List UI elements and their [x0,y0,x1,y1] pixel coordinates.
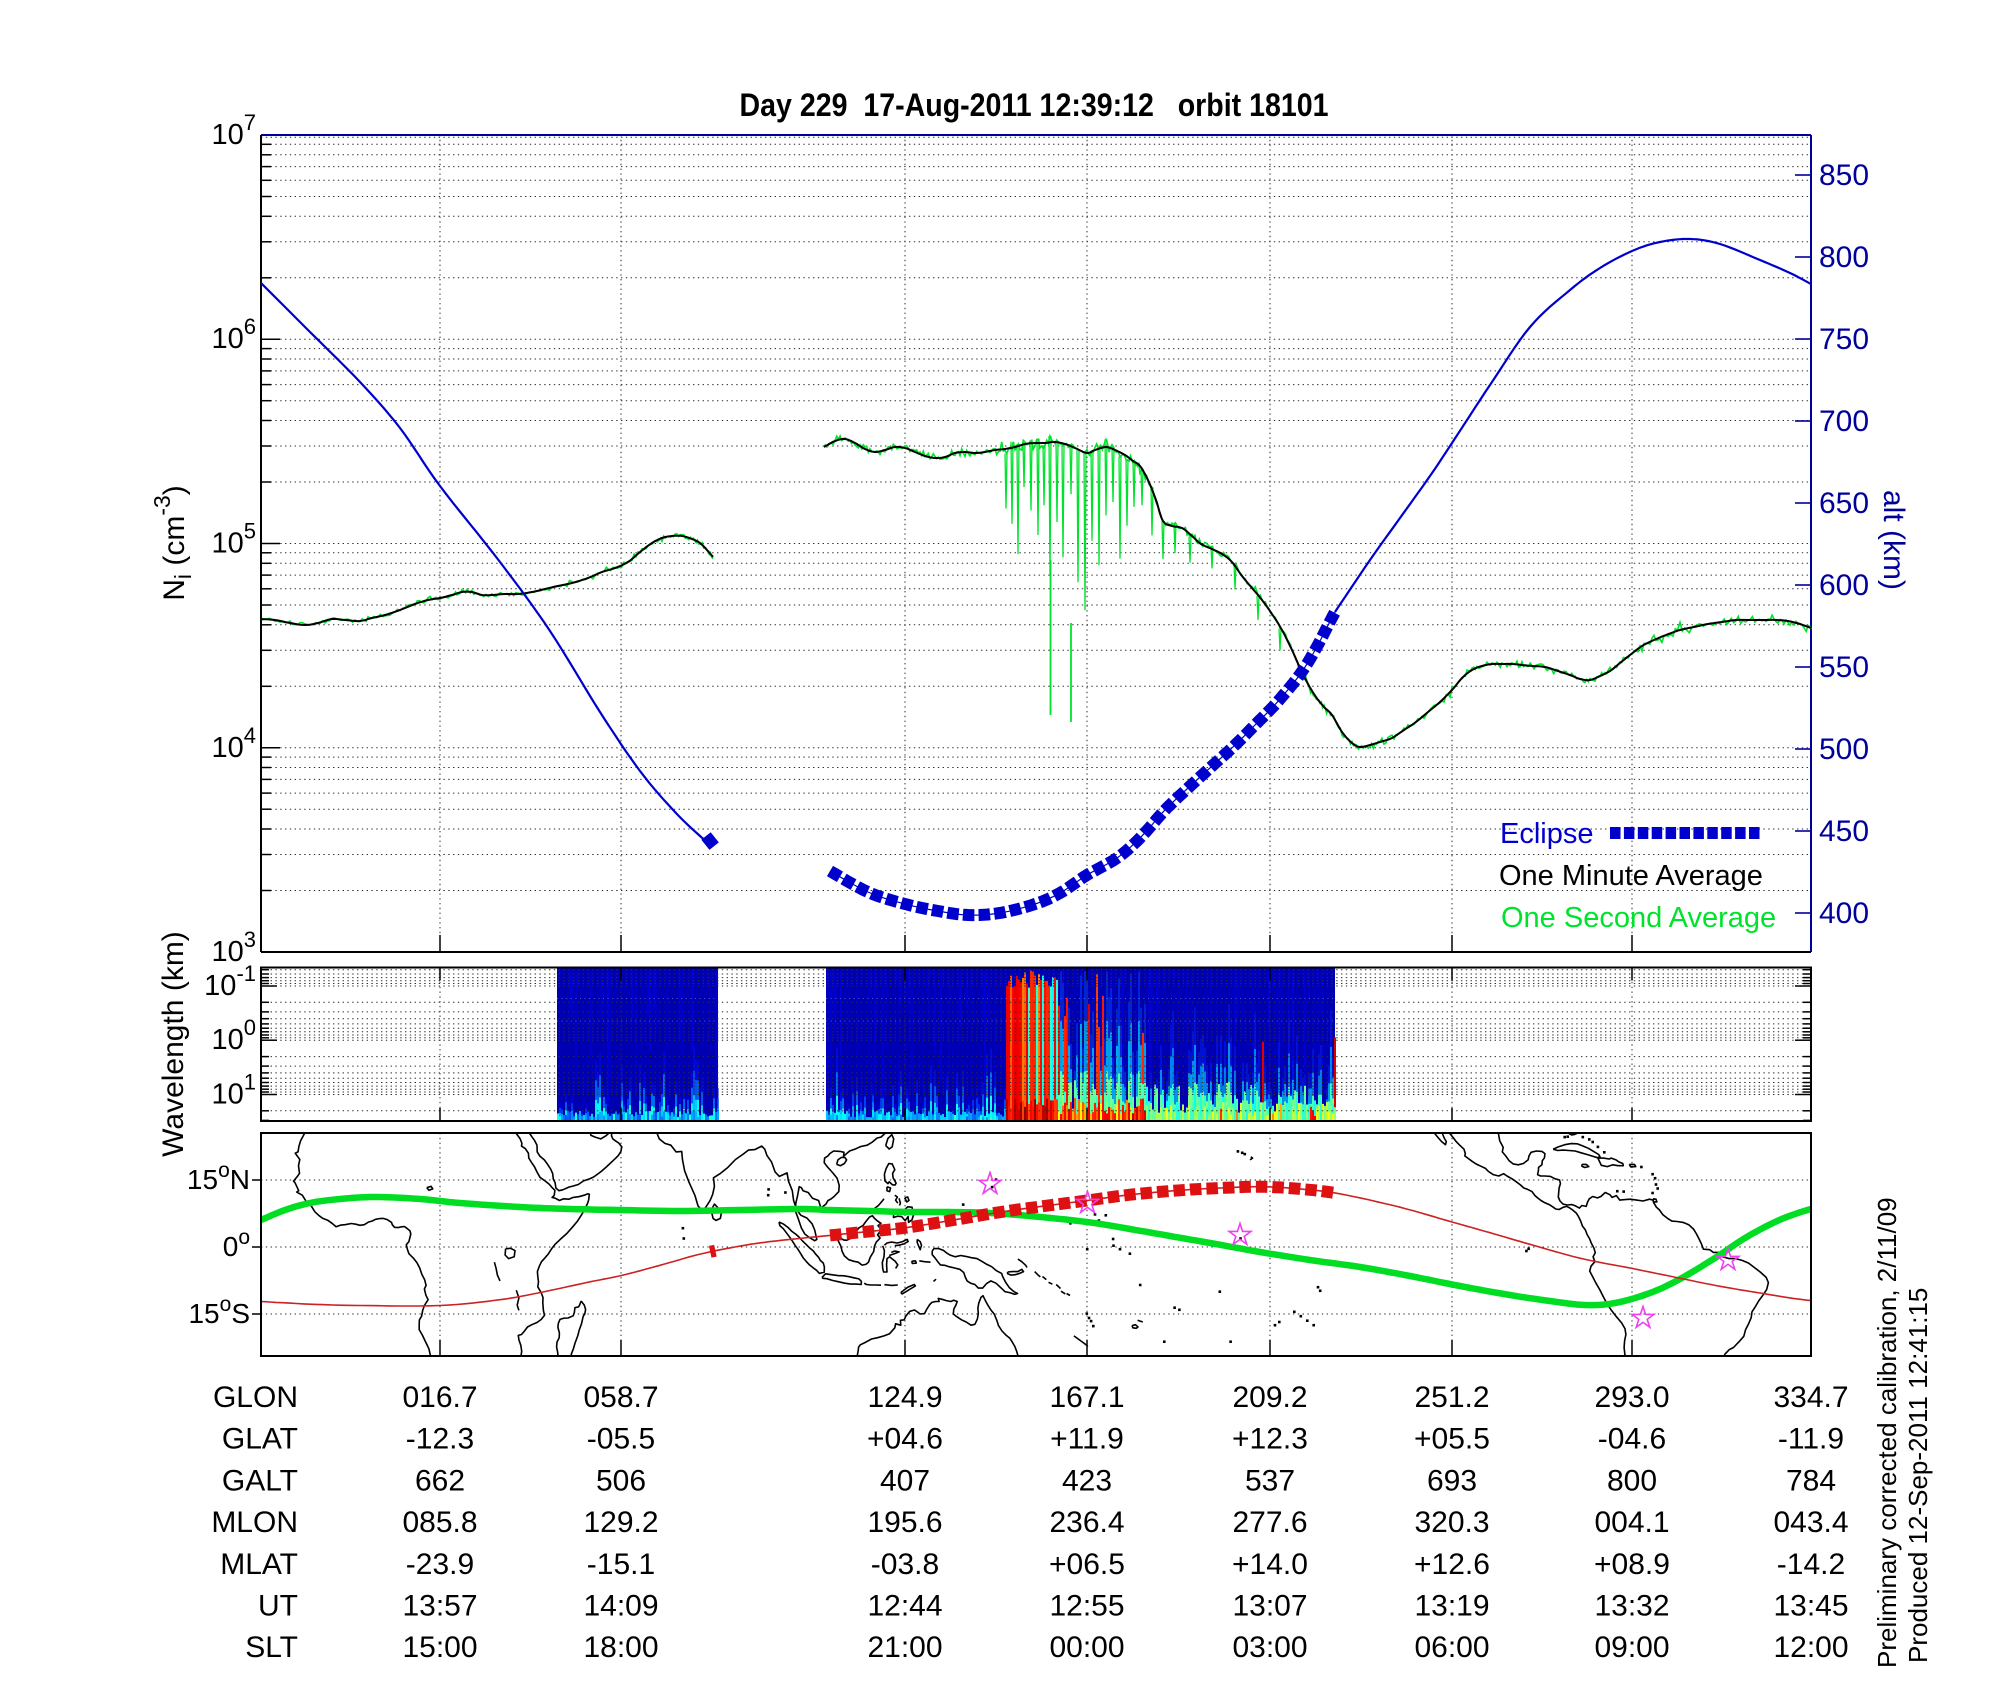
svg-text:Preliminary corrected calibrat: Preliminary corrected calibration, 2/11/… [1872,1197,1902,1668]
svg-text:13:07: 13:07 [1232,1590,1307,1623]
svg-text:06:00: 06:00 [1414,1631,1489,1664]
svg-text:407: 407 [880,1464,930,1497]
svg-text:450: 450 [1819,815,1869,848]
svg-text:-04.6: -04.6 [1598,1423,1666,1456]
svg-text:alt (km): alt (km) [1877,490,1910,590]
svg-text:-12.3: -12.3 [406,1423,474,1456]
svg-text:14:09: 14:09 [583,1590,658,1623]
svg-text:-03.8: -03.8 [871,1548,939,1581]
svg-text:00:00: 00:00 [1049,1631,1124,1664]
svg-text:13:19: 13:19 [1414,1590,1489,1623]
svg-text:293.0: 293.0 [1594,1381,1669,1414]
svg-text:-14.2: -14.2 [1777,1548,1845,1581]
svg-text:15:00: 15:00 [402,1631,477,1664]
svg-text:-23.9: -23.9 [406,1548,474,1581]
svg-text:650: 650 [1819,487,1869,520]
svg-text:+08.9: +08.9 [1594,1548,1670,1581]
svg-text:004.1: 004.1 [1594,1506,1669,1539]
svg-text:800: 800 [1607,1464,1657,1497]
svg-text:500: 500 [1819,733,1869,766]
svg-text:09:00: 09:00 [1594,1631,1669,1664]
svg-text:MLON: MLON [211,1506,298,1539]
svg-text:167.1: 167.1 [1049,1381,1124,1414]
svg-text:Wavelength (km): Wavelength (km) [157,931,190,1157]
svg-text:043.4: 043.4 [1773,1506,1848,1539]
svg-text:-05.5: -05.5 [587,1423,655,1456]
svg-text:423: 423 [1062,1464,1112,1497]
svg-text:124.9: 124.9 [867,1381,942,1414]
svg-text:Produced 12-Sep-2011 12:41:15: Produced 12-Sep-2011 12:41:15 [1903,1288,1933,1663]
svg-text:334.7: 334.7 [1773,1381,1848,1414]
svg-text:+12.6: +12.6 [1414,1548,1490,1581]
svg-text:UT: UT [258,1590,298,1623]
svg-text:13:32: 13:32 [1594,1590,1669,1623]
svg-text:12:44: 12:44 [867,1590,942,1623]
svg-text:GALT: GALT [222,1464,298,1497]
svg-text:+12.3: +12.3 [1232,1423,1308,1456]
svg-text:-15.1: -15.1 [587,1548,655,1581]
svg-text:058.7: 058.7 [583,1381,658,1414]
svg-text:+05.5: +05.5 [1414,1423,1490,1456]
svg-text:085.8: 085.8 [402,1506,477,1539]
svg-text:400: 400 [1819,897,1869,930]
svg-text:850: 850 [1819,159,1869,192]
svg-text:700: 700 [1819,405,1869,438]
svg-text:SLT: SLT [245,1631,298,1664]
svg-text:Eclipse: Eclipse [1500,818,1594,850]
svg-text:Day 229 17-Aug-2011 12:39:12: Day 229 17-Aug-2011 12:39:12 orbit 18101 [740,87,1329,123]
svg-text:550: 550 [1819,651,1869,684]
svg-text:750: 750 [1819,323,1869,356]
svg-text:18:00: 18:00 [583,1631,658,1664]
svg-text:12:55: 12:55 [1049,1590,1124,1623]
svg-text:209.2: 209.2 [1232,1381,1307,1414]
svg-text:+04.6: +04.6 [867,1423,943,1456]
svg-text:320.3: 320.3 [1414,1506,1489,1539]
svg-text:-11.9: -11.9 [1778,1423,1844,1456]
svg-text:One Minute Average: One Minute Average [1499,860,1763,892]
svg-text:129.2: 129.2 [583,1506,658,1539]
svg-text:12:00: 12:00 [1773,1631,1848,1664]
svg-text:277.6: 277.6 [1232,1506,1307,1539]
svg-text:+06.5: +06.5 [1049,1548,1125,1581]
svg-text:236.4: 236.4 [1049,1506,1124,1539]
svg-text:784: 784 [1786,1464,1836,1497]
svg-text:GLON: GLON [213,1381,298,1414]
svg-text:15oS: 15oS [188,1293,250,1329]
svg-text:195.6: 195.6 [867,1506,942,1539]
svg-text:03:00: 03:00 [1232,1631,1307,1664]
svg-text:800: 800 [1819,241,1869,274]
svg-text:662: 662 [415,1464,465,1497]
svg-text:GLAT: GLAT [222,1423,298,1456]
svg-text:+14.0: +14.0 [1232,1548,1308,1581]
svg-text:21:00: 21:00 [867,1631,942,1664]
svg-text:506: 506 [596,1464,646,1497]
svg-text:600: 600 [1819,569,1869,602]
svg-text:13:45: 13:45 [1773,1590,1848,1623]
svg-text:016.7: 016.7 [402,1381,477,1414]
svg-text:MLAT: MLAT [220,1548,298,1581]
svg-text:693: 693 [1427,1464,1477,1497]
svg-text:251.2: 251.2 [1414,1381,1489,1414]
svg-text:+11.9: +11.9 [1050,1423,1124,1456]
svg-text:537: 537 [1245,1464,1295,1497]
svg-text:13:57: 13:57 [402,1590,477,1623]
svg-text:One Second Average: One Second Average [1501,902,1776,934]
